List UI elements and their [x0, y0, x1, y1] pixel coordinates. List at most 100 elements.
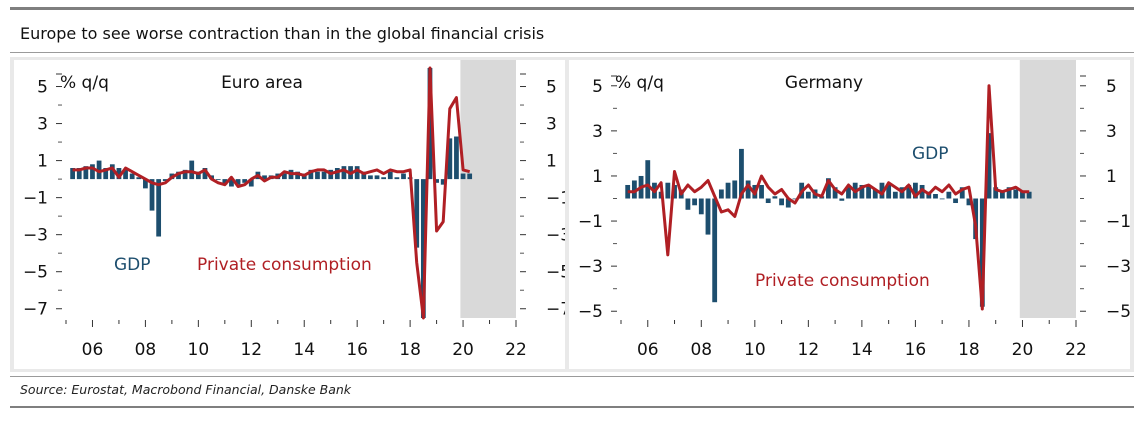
chart0-gdp-bar — [96, 160, 102, 180]
chart0-gdp-bar — [308, 169, 314, 180]
chart1-gdp-bar — [1020, 191, 1025, 199]
title-rule — [10, 52, 1134, 53]
chart1-y-tick-label-left: 3 — [592, 122, 603, 142]
chart1-y-tick-label-right: 1 — [1106, 167, 1117, 187]
chart1-gdp-bar — [625, 184, 631, 199]
chart0-gdp-bar — [454, 136, 459, 180]
chart1-gdp-bar — [732, 180, 738, 199]
figure-title: Europe to see worse contraction than in … — [20, 24, 545, 43]
chart0-x-tick-label: 18 — [399, 340, 421, 360]
chart1-gdp-bar — [665, 182, 671, 199]
chart1-gdp-bar — [846, 187, 851, 199]
chart1-y-tick-label-right: −1 — [1106, 212, 1130, 232]
chart-euro-area-svg: 5 5 3 3 1 1 −1 −1 −3 −3 −5 −5 −7 −7 06 08 10 12 14 16 18 20 22… — [23, 60, 571, 360]
chart1-gdp-bar — [959, 187, 965, 199]
chart1-panel-title: Germany — [785, 73, 863, 93]
chart1-gdp-bar — [892, 191, 898, 199]
chart0-gdp-bar — [235, 179, 241, 185]
chart1-gdp-bar — [692, 198, 698, 206]
chart0-gdp-bar — [189, 160, 195, 180]
chart1-gdp-bar — [933, 194, 938, 199]
chart0-gdp-bar — [434, 179, 439, 183]
chart1-x-tick-label: 14 — [851, 340, 873, 360]
chart1-gdp-bar — [1026, 191, 1032, 199]
chart0-gdp-bar — [361, 171, 367, 180]
chart1-gdp-bar — [866, 184, 871, 199]
chart1-gdp-bar — [725, 182, 731, 199]
chart1-y-tick-label-right: −5 — [1106, 302, 1130, 322]
chart1-gdp-bar — [979, 198, 985, 307]
chart1-y-tick-label-left: 1 — [592, 167, 603, 187]
chart0-consumption-line — [72, 66, 471, 320]
chart1-gdp-bar — [712, 198, 718, 303]
chart0-panel-title: Euro area — [221, 73, 303, 93]
chart1-x-tick-label: 06 — [637, 340, 659, 360]
chart1-gdp-bar — [779, 198, 784, 206]
chart0-gdp-label: GDP — [114, 255, 151, 275]
chart0-y-tick-label-right: −1 — [546, 189, 565, 209]
chart0-gdp-bar — [116, 168, 122, 180]
chart0-gdp-bar — [387, 171, 393, 180]
chart1-gdp-bar — [759, 184, 764, 199]
chart1-gdp-bar — [879, 182, 885, 199]
chart1-gdp-bar — [739, 148, 744, 199]
chart0-gdp-bar — [447, 138, 453, 180]
chart1-gdp-bar — [672, 184, 677, 199]
chart0-y-tick-label-right: 1 — [546, 152, 557, 172]
chart1-gdp-bar — [886, 184, 892, 199]
chart0-x-tick-label: 06 — [82, 340, 104, 360]
chart-germany: 5 5 3 3 1 1 −1 −1 −3 −3 −5 −5 06 08 10 12 14 16 18 20 22 % q/… — [569, 60, 1131, 369]
chart0-gdp-bar — [129, 173, 135, 180]
chart0-gdp-bar — [229, 179, 234, 187]
chart1-y-tick-label-right: 3 — [1106, 122, 1117, 142]
chart0-x-tick-label: 08 — [135, 340, 157, 360]
chart0-x-tick-label: 16 — [346, 340, 368, 360]
chart-euro-area: 5 5 3 3 1 1 −1 −1 −3 −3 −5 −5 −7 −7 06 08 10 12 14 16 18 20 22… — [14, 60, 571, 369]
bottom-rule — [10, 406, 1134, 408]
chart1-gdp-bar — [832, 187, 838, 199]
chart0-consumption-label: Private consumption — [197, 255, 372, 275]
chart1-unit-label: % q/q — [615, 73, 664, 93]
chart1-x-tick-label: 08 — [690, 340, 712, 360]
chart1-y-tick-label-left: −3 — [578, 257, 603, 277]
chart0-gdp-bar — [354, 166, 360, 180]
chart0-gdp-bar — [143, 179, 148, 189]
chart0-gdp-bar — [109, 164, 115, 180]
chart0-gdp-bar — [83, 166, 89, 180]
chart1-x-tick-label: 22 — [1065, 340, 1087, 360]
chart1-gdp-bar — [839, 198, 845, 201]
chart0-gdp-bar — [176, 171, 181, 180]
chart0-y-tick-label-right: 5 — [546, 78, 557, 98]
chart1-gdp-label: GDP — [912, 144, 949, 164]
chart0-gdp-bar — [420, 179, 426, 318]
chart0-gdp-bar — [182, 169, 188, 180]
chart1-gdp-bar — [698, 198, 704, 215]
chart0-y-tick-label-left: 5 — [37, 78, 48, 98]
chart1-gdp-bar — [792, 198, 798, 200]
chart1-gdp-bar — [1013, 189, 1019, 199]
chart1-gdp-bar — [999, 191, 1005, 199]
chart0-gdp-bar — [103, 168, 109, 180]
chart0-shaded-region — [460, 60, 516, 318]
chart0-unit-label: % q/q — [60, 73, 109, 93]
chart0-gdp-bar — [440, 179, 446, 185]
chart0-y-tick-label-left: −7 — [23, 300, 48, 320]
chart1-gdp-bar — [745, 180, 751, 199]
chart1-y-tick-label-left: −5 — [578, 302, 603, 322]
chart0-gdp-bar — [136, 177, 142, 180]
chart0-y-tick-label-right: −3 — [546, 226, 565, 246]
chart0-gdp-bar — [394, 177, 400, 180]
chart0-gdp-bar — [414, 179, 420, 248]
chart0-x-tick-label: 12 — [240, 340, 262, 360]
chart0-gdp-bar — [202, 168, 208, 180]
chart1-gdp-bar — [953, 198, 958, 204]
chart0-gdp-bar — [295, 171, 300, 180]
chart1-gdp-bar — [805, 191, 811, 199]
chart1-gdp-bar — [993, 187, 999, 199]
chart1-gdp-bar — [826, 178, 831, 199]
chart0-gdp-bar — [334, 168, 340, 180]
chart1-gdp-bar — [966, 198, 972, 206]
chart1-gdp-bar — [685, 198, 691, 210]
chart0-y-tick-label-right: 3 — [546, 115, 557, 135]
chart0-gdp-bar — [341, 166, 347, 180]
